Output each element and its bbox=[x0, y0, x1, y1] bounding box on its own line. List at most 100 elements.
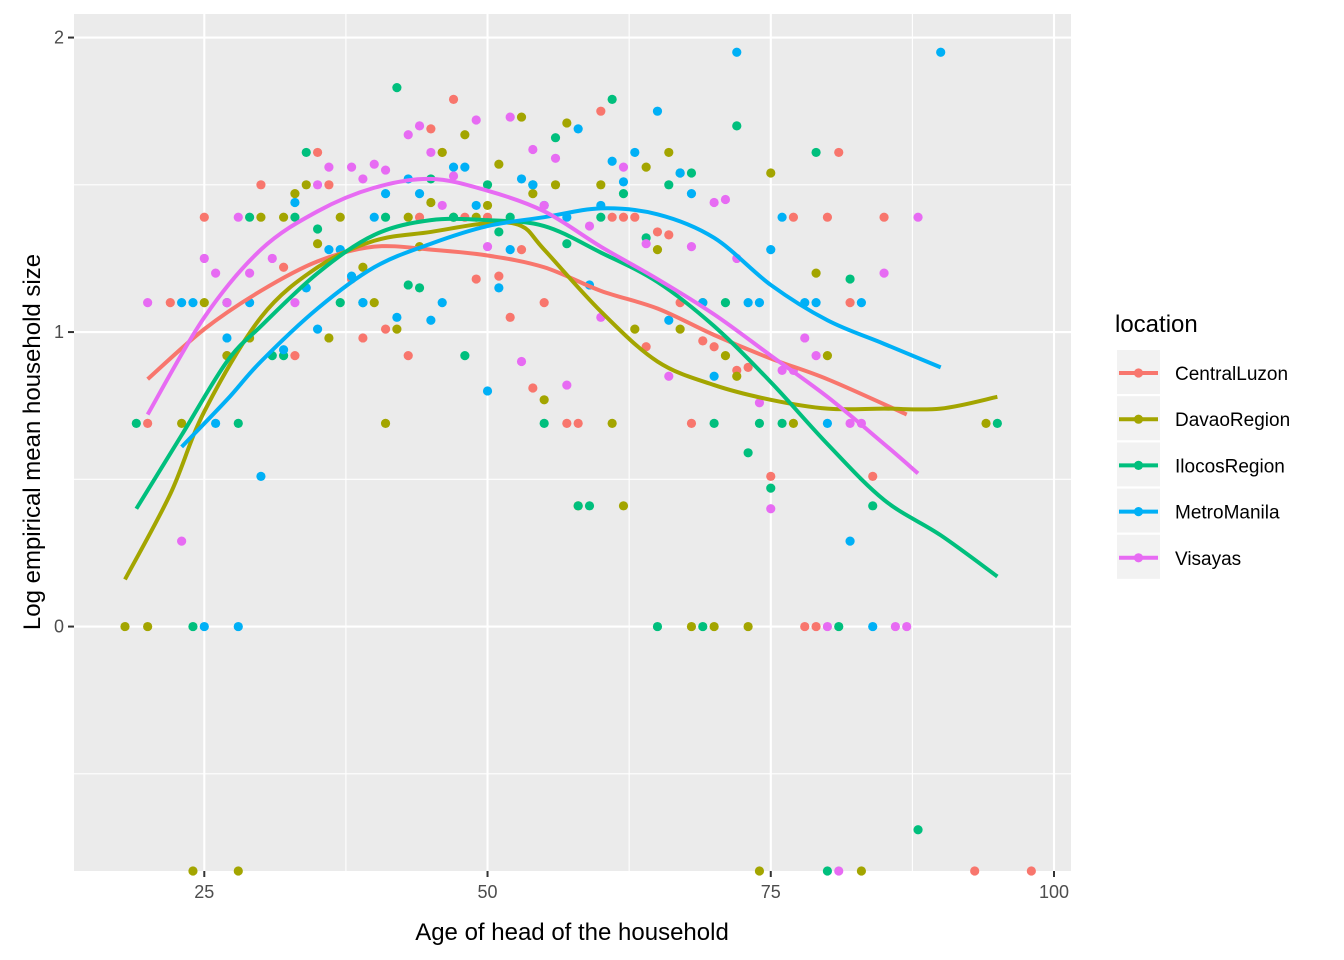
data-point-visayas bbox=[211, 268, 221, 278]
data-point-davaoregion bbox=[630, 324, 640, 334]
data-point-metromanila bbox=[437, 298, 447, 308]
legend-item-ilocosregion: IlocosRegion bbox=[1117, 442, 1285, 487]
legend-item-centralluzon: CentralLuzon bbox=[1117, 350, 1288, 394]
data-point-davaoregion bbox=[482, 200, 493, 211]
data-point-metromanila bbox=[743, 298, 753, 308]
data-point-centralluzon bbox=[199, 212, 209, 222]
data-point-visayas bbox=[754, 398, 765, 408]
data-point-davaoregion bbox=[437, 147, 447, 158]
data-point-metromanila bbox=[358, 298, 368, 308]
data-point-visayas bbox=[358, 174, 368, 184]
data-point-metromanila bbox=[494, 283, 504, 293]
data-point-ilocosregion bbox=[584, 501, 595, 511]
y-tick-label: 2 bbox=[54, 28, 64, 48]
data-point-centralluzon bbox=[426, 124, 436, 134]
data-point-centralluzon bbox=[630, 212, 640, 222]
data-point-davaoregion bbox=[358, 262, 368, 272]
data-point-ilocosregion bbox=[743, 448, 753, 458]
data-point-davaoregion bbox=[641, 162, 651, 172]
data-point-centralluzon bbox=[970, 866, 980, 876]
data-point-metromanila bbox=[278, 345, 289, 355]
data-point-centralluzon bbox=[471, 274, 481, 284]
data-point-centralluzon bbox=[607, 212, 617, 222]
data-point-davaoregion bbox=[856, 866, 867, 876]
data-point-ilocosregion bbox=[131, 418, 141, 428]
data-point-ilocosregion bbox=[709, 418, 719, 428]
data-point-ilocosregion bbox=[392, 83, 402, 93]
data-point-ilocosregion bbox=[618, 189, 629, 199]
legend-label: Visayas bbox=[1175, 549, 1241, 570]
legend-key-point bbox=[1133, 507, 1144, 517]
data-point-ilocosregion bbox=[868, 501, 878, 511]
data-point-visayas bbox=[879, 268, 889, 278]
data-point-visayas bbox=[811, 351, 821, 361]
data-point-davaoregion bbox=[607, 418, 617, 428]
data-point-metromanila bbox=[868, 621, 878, 632]
data-point-visayas bbox=[448, 171, 459, 181]
data-point-metromanila bbox=[607, 156, 617, 166]
data-point-metromanila bbox=[573, 124, 583, 134]
data-point-davaoregion bbox=[822, 351, 833, 361]
data-point-metromanila bbox=[222, 333, 232, 343]
data-point-metromanila bbox=[732, 47, 742, 57]
smooth-line-davaoregion bbox=[123, 220, 998, 581]
data-point-davaoregion bbox=[618, 501, 629, 511]
data-point-metromanila bbox=[777, 212, 787, 222]
data-point-ilocosregion bbox=[414, 283, 425, 293]
data-point-centralluzon bbox=[165, 298, 175, 308]
data-point-metromanila bbox=[505, 245, 515, 255]
data-point-ilocosregion bbox=[596, 212, 606, 222]
data-point-metromanila bbox=[652, 106, 663, 116]
data-point-visayas bbox=[641, 239, 651, 249]
data-point-metromanila bbox=[664, 315, 674, 325]
x-tick-label: 100 bbox=[1039, 882, 1069, 902]
smooth-line-visayas bbox=[145, 176, 920, 475]
data-point-visayas bbox=[414, 121, 425, 131]
data-point-metromanila bbox=[822, 418, 833, 428]
data-point-metromanila bbox=[845, 536, 855, 546]
data-point-ilocosregion bbox=[732, 121, 742, 131]
data-point-visayas bbox=[222, 298, 232, 308]
data-point-ilocosregion bbox=[845, 274, 855, 284]
data-point-centralluzon bbox=[324, 180, 334, 190]
data-point-centralluzon bbox=[448, 94, 459, 105]
data-point-visayas bbox=[312, 180, 323, 190]
data-point-metromanila bbox=[256, 471, 266, 481]
data-point-centralluzon bbox=[494, 271, 504, 281]
data-point-davaoregion bbox=[301, 180, 311, 190]
data-point-ilocosregion bbox=[550, 133, 561, 143]
x-tick-label: 50 bbox=[478, 882, 498, 902]
data-point-ilocosregion bbox=[301, 147, 311, 158]
data-point-metromanila bbox=[528, 180, 538, 190]
data-point-ilocosregion bbox=[188, 621, 198, 632]
data-point-davaoregion bbox=[369, 298, 379, 308]
data-point-centralluzon bbox=[811, 621, 821, 632]
legend-key-point bbox=[1133, 553, 1144, 563]
data-point-visayas bbox=[902, 621, 912, 632]
data-point-visayas bbox=[505, 112, 515, 122]
data-point-centralluzon bbox=[743, 362, 753, 373]
data-point-ilocosregion bbox=[290, 212, 300, 222]
data-point-centralluzon bbox=[278, 262, 289, 272]
x-tick-label: 75 bbox=[761, 882, 781, 902]
data-point-centralluzon bbox=[290, 351, 300, 361]
data-point-davaoregion bbox=[788, 418, 799, 428]
data-point-metromanila bbox=[936, 47, 946, 57]
data-point-visayas bbox=[403, 130, 413, 140]
data-point-ilocosregion bbox=[403, 280, 413, 290]
data-point-metromanila bbox=[199, 621, 209, 632]
data-point-visayas bbox=[380, 165, 391, 175]
data-point-metromanila bbox=[369, 212, 379, 222]
data-point-visayas bbox=[890, 621, 900, 632]
data-point-davaoregion bbox=[675, 324, 685, 334]
data-point-visayas bbox=[471, 115, 481, 125]
data-point-ilocosregion bbox=[607, 94, 617, 105]
data-point-centralluzon bbox=[834, 147, 844, 158]
data-point-metromanila bbox=[675, 168, 685, 178]
data-point-davaoregion bbox=[562, 118, 572, 128]
data-point-davaoregion bbox=[528, 189, 538, 199]
data-point-visayas bbox=[177, 536, 187, 546]
data-point-ilocosregion bbox=[822, 866, 833, 876]
data-point-metromanila bbox=[516, 174, 527, 184]
data-point-centralluzon bbox=[652, 227, 663, 237]
